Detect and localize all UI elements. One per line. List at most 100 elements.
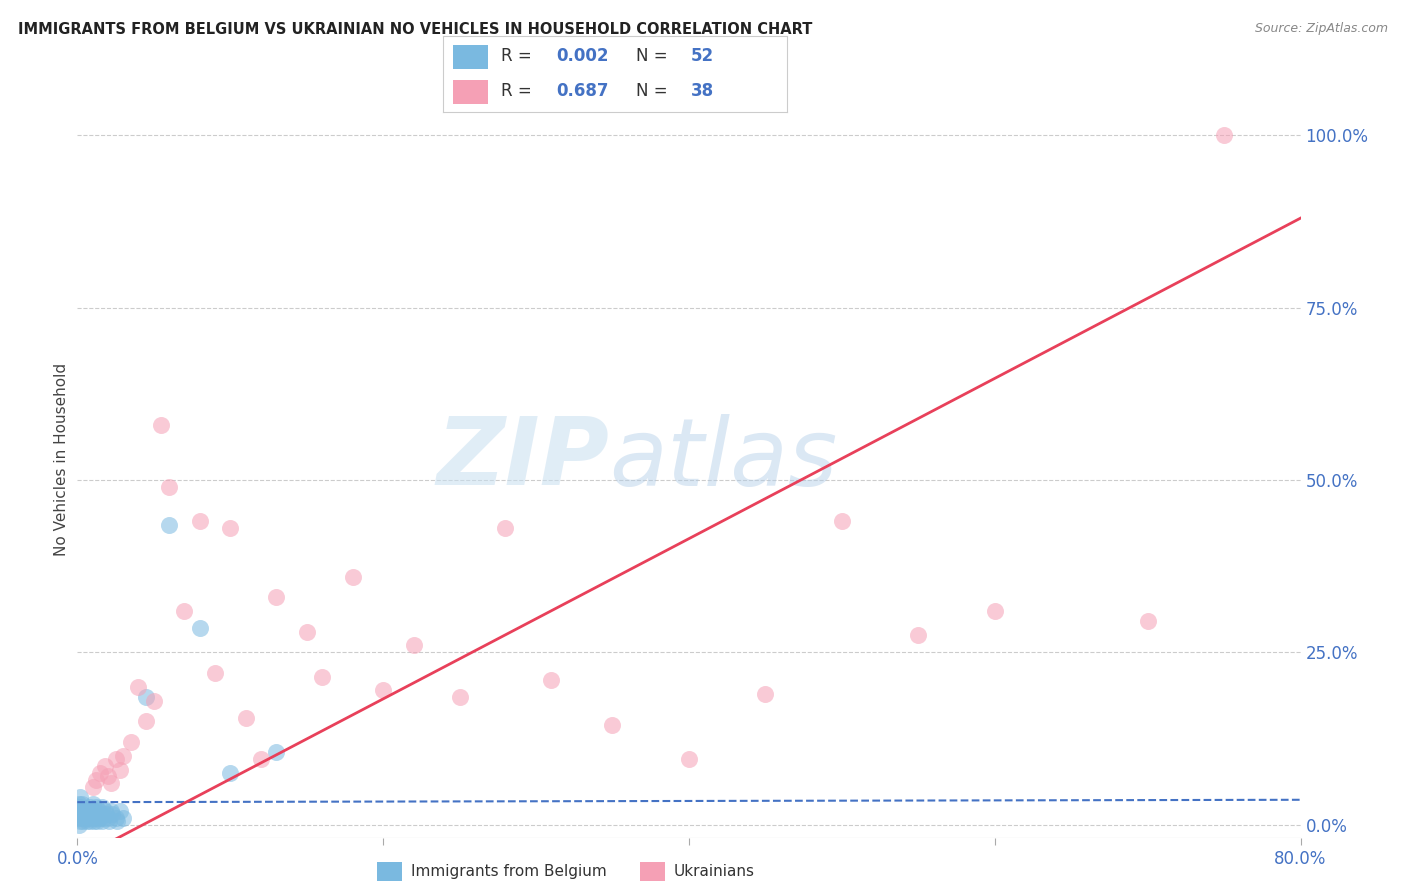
Point (72, 807, 94, 822)
Point (173, 604, 195, 618)
Point (90, 800, 112, 814)
Point (94, 804, 117, 818)
Point (1136, 615, 1159, 629)
Text: Ukrainians: Ukrainians (673, 864, 755, 879)
Point (97, 769, 120, 783)
Point (82, 780, 104, 794)
Point (82, 797, 104, 811)
Text: atlas: atlas (609, 414, 838, 505)
Text: Source: ZipAtlas.com: Source: ZipAtlas.com (1254, 22, 1388, 36)
Text: Immigrants from Belgium: Immigrants from Belgium (411, 864, 606, 879)
Point (112, 748, 135, 763)
Point (89, 766, 111, 780)
Point (602, 717, 624, 731)
Point (80, 807, 103, 822)
Point (104, 811, 127, 825)
Point (120, 735, 142, 749)
Point (235, 711, 257, 725)
Point (678, 752, 700, 766)
Point (1213, 128, 1236, 143)
Point (100, 804, 122, 818)
Bar (453, 45, 488, 69)
Point (89, 811, 111, 825)
Point (135, 690, 157, 705)
Point (150, 417, 173, 432)
Point (70, 804, 93, 818)
Point (77, 811, 100, 825)
Point (70, 797, 93, 811)
Point (108, 804, 131, 818)
Point (219, 766, 242, 780)
Point (86, 807, 108, 822)
Point (342, 569, 364, 583)
Point (127, 680, 149, 694)
Point (112, 811, 135, 825)
Point (831, 515, 853, 529)
Point (82, 811, 104, 825)
Point (135, 714, 157, 729)
Point (90, 814, 112, 829)
Point (96, 807, 118, 822)
Point (108, 763, 131, 777)
Point (97, 811, 120, 825)
Point (540, 673, 562, 687)
Point (101, 807, 124, 822)
Text: ZIP: ZIP (436, 413, 609, 506)
Point (157, 480, 180, 494)
Point (69, 807, 91, 822)
Point (73, 804, 96, 818)
Point (754, 687, 776, 701)
Text: 0.002: 0.002 (557, 47, 609, 65)
Point (84, 811, 107, 825)
Point (69, 800, 91, 814)
Point (83, 804, 105, 818)
Point (264, 745, 287, 759)
Point (80, 804, 103, 818)
Point (67, 818, 90, 832)
Point (907, 628, 929, 642)
Y-axis label: No Vehicles in Household: No Vehicles in Household (53, 363, 69, 556)
Point (67, 797, 90, 811)
Point (98, 814, 121, 829)
Text: IMMIGRANTS FROM BELGIUM VS UKRAINIAN NO VEHICLES IN HOUSEHOLD CORRELATION CHART: IMMIGRANTS FROM BELGIUM VS UKRAINIAN NO … (18, 22, 813, 37)
Point (67, 804, 90, 818)
Bar (453, 79, 488, 104)
Text: R =: R = (502, 82, 537, 100)
Point (76, 807, 98, 822)
Point (72, 814, 94, 829)
Point (264, 591, 287, 605)
Point (250, 752, 273, 766)
Point (984, 604, 1007, 618)
Point (142, 693, 165, 707)
Point (204, 666, 226, 681)
Point (402, 639, 425, 653)
Point (371, 683, 394, 698)
Point (91, 811, 114, 825)
Point (70, 811, 93, 825)
Point (94, 759, 117, 773)
Point (73, 811, 96, 825)
Point (83, 814, 105, 829)
Point (77, 804, 100, 818)
Text: R =: R = (502, 47, 537, 65)
Point (69, 790, 91, 805)
Text: 38: 38 (690, 82, 714, 100)
Text: 52: 52 (690, 47, 714, 65)
Point (311, 669, 333, 683)
Point (157, 517, 180, 532)
Point (219, 521, 242, 535)
Point (84, 772, 107, 787)
Point (79, 800, 101, 814)
Point (495, 521, 517, 535)
Point (295, 624, 318, 639)
Text: N =: N = (636, 47, 672, 65)
Text: N =: N = (636, 82, 672, 100)
Point (76, 814, 98, 829)
Point (104, 752, 127, 766)
Point (79, 814, 101, 829)
Point (105, 814, 128, 829)
Point (188, 515, 211, 529)
Point (84, 800, 107, 814)
Point (449, 690, 471, 705)
Point (188, 621, 211, 635)
